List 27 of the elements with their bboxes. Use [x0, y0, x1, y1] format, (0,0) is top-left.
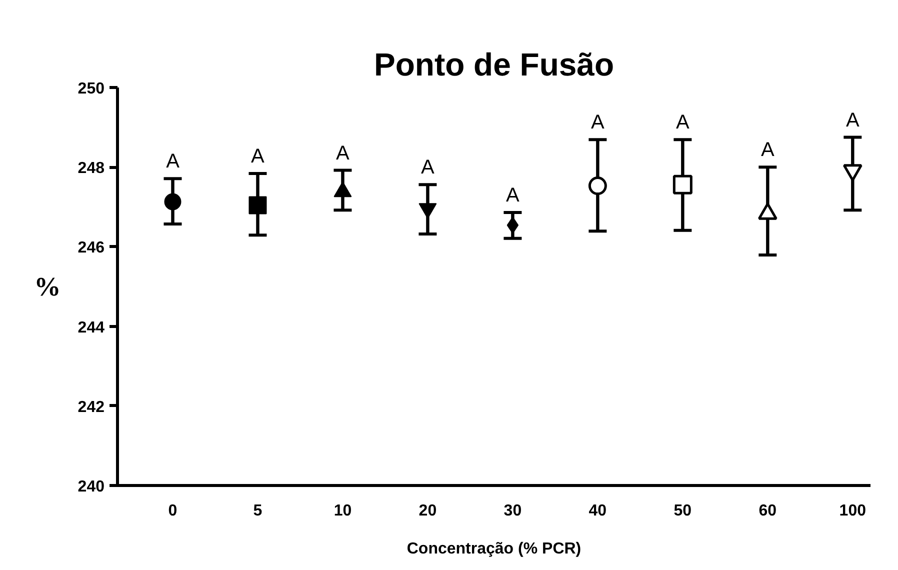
y-tick-label: 250 [78, 80, 105, 98]
x-tick-label: 20 [418, 502, 437, 520]
y-tick-label: 246 [78, 240, 105, 257]
annotation: A [760, 139, 775, 162]
y-tick-label: 240 [78, 478, 105, 496]
x-tick-label: 30 [504, 502, 522, 520]
annotation: A [336, 142, 350, 164]
y-axis-title: % [34, 272, 61, 302]
y-tick-label: 248 [78, 160, 105, 178]
annotation: A [591, 112, 606, 134]
x-axis-title: Concentração (% PCR) [406, 540, 582, 558]
x-tick-label: 60 [758, 502, 777, 520]
y-tick-label: 242 [78, 398, 105, 416]
y-tick-label: 244 [78, 319, 105, 336]
x-tick-label: 100 [839, 502, 866, 520]
annotation: A [676, 112, 690, 134]
x-tick-label: 5 [253, 502, 262, 520]
x-tick-label: 0 [168, 502, 178, 520]
chart-title: Ponto de Fusão [374, 46, 614, 82]
x-tick-label: 40 [588, 502, 607, 520]
annotation: A [166, 150, 180, 173]
x-tick-label: 50 [674, 502, 692, 520]
annotation: A [421, 156, 436, 179]
annotation: A [506, 184, 520, 206]
annotation: A [251, 145, 266, 168]
annotation: A [846, 109, 860, 132]
x-tick-label: 10 [334, 502, 352, 520]
